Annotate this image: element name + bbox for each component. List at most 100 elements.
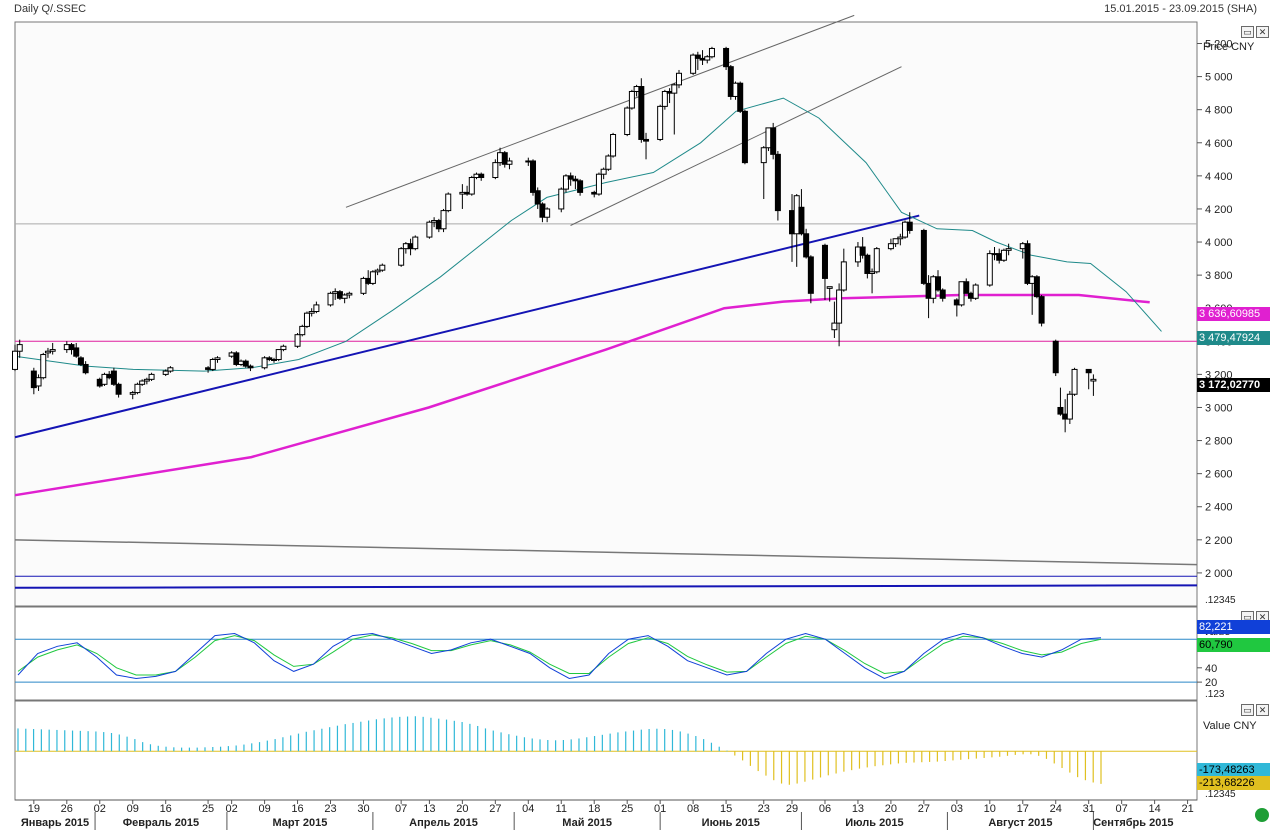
ma-short-badge: 3 479,47924 [1197, 331, 1270, 345]
month-label: Апрель 2015 [409, 817, 478, 829]
candle [624, 107, 631, 135]
x-tick-label: 23 [324, 803, 336, 815]
candle [44, 350, 51, 354]
price-corner-label: .12345 [1205, 595, 1236, 606]
x-tick-label: 13 [423, 803, 435, 815]
long-support-blue-thick [14, 584, 1198, 589]
stoch-corner-label: .123 [1205, 689, 1225, 700]
x-tick-label: 27 [489, 803, 501, 815]
candle [920, 229, 927, 284]
price-axis-title: Price CNY [1203, 41, 1255, 53]
candle [906, 221, 913, 231]
candle [1090, 378, 1097, 382]
x-tick-label: 02 [94, 803, 106, 815]
candle [308, 311, 315, 314]
candle [534, 190, 541, 205]
candle [671, 84, 678, 94]
candle [836, 289, 843, 324]
macd-corner-label: .12345 [1205, 789, 1236, 800]
month-label: Март 2015 [272, 817, 327, 829]
x-tick-label: 26 [61, 803, 73, 815]
candle [492, 162, 499, 179]
candle [341, 294, 348, 299]
candle [1071, 368, 1078, 395]
close-pane-button[interactable]: ✕ [1256, 26, 1269, 38]
candle [506, 160, 513, 165]
price-tick-label: 3 000 [1205, 402, 1233, 414]
x-tick-label: 21 [1181, 803, 1193, 815]
price-tick-label: 4 400 [1205, 171, 1233, 183]
x-tick-label: 07 [395, 803, 407, 815]
x-tick-label: 31 [1083, 803, 1095, 815]
x-tick-label: 20 [456, 803, 468, 815]
candle [821, 244, 828, 279]
month-label: Сентябрь 2015 [1093, 817, 1173, 829]
candle [859, 246, 866, 256]
x-tick-label: 13 [852, 803, 864, 815]
x-tick-label: 06 [819, 803, 831, 815]
candle [271, 358, 278, 361]
candle [558, 188, 565, 210]
candle [1024, 243, 1031, 284]
candle [897, 236, 904, 240]
candle [1052, 340, 1059, 374]
candle [774, 153, 781, 212]
chart-title: Daily Q/.SSEC [14, 3, 87, 15]
x-tick-label: 14 [1148, 803, 1160, 815]
candle [68, 344, 75, 351]
close-macd-button[interactable]: ✕ [1256, 704, 1269, 716]
candle [73, 347, 80, 357]
x-tick-label: 04 [522, 803, 534, 815]
stoch-tick-label: 40 [1205, 663, 1217, 675]
candle [986, 253, 993, 286]
x-tick-label: 09 [258, 803, 270, 815]
candle [426, 221, 433, 238]
candle [567, 175, 574, 180]
candle [562, 175, 569, 190]
candle [129, 392, 136, 395]
candle [233, 352, 240, 365]
candle [412, 236, 419, 250]
month-label: Январь 2015 [21, 817, 89, 829]
candle [294, 334, 301, 347]
candle [445, 193, 452, 212]
candle [303, 312, 310, 327]
x-tick-label: 29 [786, 803, 798, 815]
candle [247, 365, 254, 369]
candle [595, 173, 602, 195]
macd-pos-badge: -173,48263 [1197, 763, 1270, 777]
scroll-handle-icon[interactable] [1255, 808, 1269, 822]
candle [704, 56, 711, 61]
x-tick-label: 25 [621, 803, 633, 815]
candle [266, 357, 273, 360]
candle [468, 177, 475, 195]
candle [1066, 393, 1073, 420]
month-label: Июнь 2015 [702, 817, 760, 829]
stoch-k-badge: 82,221 [1197, 620, 1270, 634]
candle [12, 350, 18, 370]
uptrend-line [14, 214, 920, 439]
candle [934, 276, 941, 291]
candle [572, 178, 579, 182]
minimize-pane-button[interactable]: ▭ [1241, 26, 1254, 38]
candle [610, 133, 617, 157]
candle [148, 373, 155, 380]
candle [49, 349, 56, 352]
candle [1038, 296, 1045, 324]
x-tick-label: 03 [951, 803, 963, 815]
minimize-macd-button[interactable]: ▭ [1241, 704, 1254, 716]
price-tick-label: 2 400 [1205, 502, 1233, 514]
macd-axis-title: Value CNY [1203, 720, 1257, 732]
month-label: Июль 2015 [845, 817, 903, 829]
x-tick-label: 10 [984, 803, 996, 815]
price-tick-label: 4 800 [1205, 105, 1233, 117]
candle [887, 243, 894, 250]
candle [327, 292, 334, 306]
candle [16, 344, 23, 352]
candle [162, 370, 169, 375]
candle [275, 349, 282, 360]
candle [139, 380, 146, 385]
candle [110, 370, 117, 385]
macd-neg-badge: -213,68226 [1197, 776, 1270, 790]
